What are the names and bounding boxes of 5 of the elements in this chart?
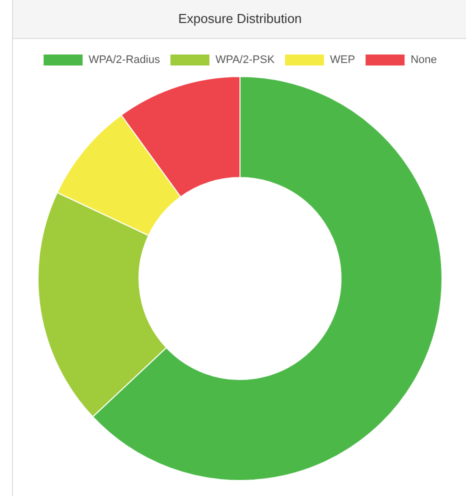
chart-title: Exposure Distribution bbox=[13, 0, 466, 39]
legend-label: WPA/2-PSK bbox=[215, 54, 276, 66]
legend-label: None bbox=[410, 54, 437, 66]
legend-label: WPA/2-Radius bbox=[88, 54, 160, 66]
legend-label: WEP bbox=[330, 54, 356, 66]
